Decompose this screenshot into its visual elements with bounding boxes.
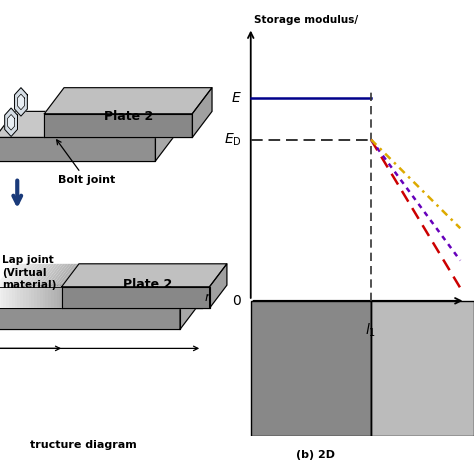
Polygon shape xyxy=(68,287,71,308)
Polygon shape xyxy=(3,287,6,308)
Text: Plate 2: Plate 2 xyxy=(103,109,153,123)
Polygon shape xyxy=(46,264,65,287)
Polygon shape xyxy=(18,94,25,110)
Text: $l_1$: $l_1$ xyxy=(365,322,376,339)
Text: Storage modulus/: Storage modulus/ xyxy=(254,15,358,25)
Polygon shape xyxy=(48,264,68,287)
Polygon shape xyxy=(155,111,175,161)
Polygon shape xyxy=(51,264,71,287)
Polygon shape xyxy=(76,287,79,308)
Polygon shape xyxy=(18,264,37,287)
Polygon shape xyxy=(54,264,74,287)
Polygon shape xyxy=(31,264,52,287)
Text: $E$: $E$ xyxy=(231,91,242,105)
Polygon shape xyxy=(5,108,18,137)
Polygon shape xyxy=(0,111,175,137)
Text: $0$: $0$ xyxy=(232,294,242,308)
Polygon shape xyxy=(0,264,21,287)
Polygon shape xyxy=(34,264,55,287)
Text: Lap joint
(Virtual
material): Lap joint (Virtual material) xyxy=(2,255,57,290)
Polygon shape xyxy=(3,264,24,287)
Polygon shape xyxy=(6,287,9,308)
Polygon shape xyxy=(0,137,155,161)
Polygon shape xyxy=(31,287,34,308)
Polygon shape xyxy=(180,285,197,329)
Polygon shape xyxy=(34,287,37,308)
Polygon shape xyxy=(56,287,59,308)
Polygon shape xyxy=(73,264,93,287)
Polygon shape xyxy=(40,264,60,287)
Polygon shape xyxy=(15,264,35,287)
Polygon shape xyxy=(0,264,18,287)
Polygon shape xyxy=(54,287,56,308)
Polygon shape xyxy=(12,264,32,287)
Polygon shape xyxy=(26,264,46,287)
Polygon shape xyxy=(28,287,31,308)
Polygon shape xyxy=(56,264,77,287)
Polygon shape xyxy=(15,88,27,116)
Polygon shape xyxy=(59,287,62,308)
Polygon shape xyxy=(37,264,57,287)
Polygon shape xyxy=(62,264,82,287)
Polygon shape xyxy=(46,287,48,308)
Polygon shape xyxy=(71,287,73,308)
Text: $r$: $r$ xyxy=(204,291,211,304)
Polygon shape xyxy=(43,287,46,308)
Polygon shape xyxy=(45,114,192,137)
Polygon shape xyxy=(62,264,227,287)
Polygon shape xyxy=(23,287,26,308)
Polygon shape xyxy=(45,88,212,114)
Polygon shape xyxy=(62,287,210,308)
Polygon shape xyxy=(9,287,12,308)
Polygon shape xyxy=(43,264,63,287)
Polygon shape xyxy=(0,308,180,329)
Polygon shape xyxy=(18,287,20,308)
Polygon shape xyxy=(15,287,18,308)
Polygon shape xyxy=(210,264,227,308)
Polygon shape xyxy=(48,287,51,308)
Polygon shape xyxy=(20,287,23,308)
Polygon shape xyxy=(62,287,65,308)
Polygon shape xyxy=(23,264,43,287)
Text: Plate 2: Plate 2 xyxy=(123,278,173,291)
Polygon shape xyxy=(40,287,43,308)
Text: Bolt joint: Bolt joint xyxy=(57,140,115,185)
Polygon shape xyxy=(0,285,197,308)
Polygon shape xyxy=(6,264,27,287)
Text: tructure diagram: tructure diagram xyxy=(29,440,137,450)
Polygon shape xyxy=(192,88,212,137)
Polygon shape xyxy=(8,114,15,130)
Bar xyxy=(371,301,474,436)
Polygon shape xyxy=(71,264,91,287)
Polygon shape xyxy=(0,264,15,287)
Polygon shape xyxy=(26,287,28,308)
Polygon shape xyxy=(20,264,40,287)
Polygon shape xyxy=(28,264,49,287)
Polygon shape xyxy=(37,287,40,308)
Polygon shape xyxy=(65,264,85,287)
Polygon shape xyxy=(59,264,80,287)
Text: (b) 2D: (b) 2D xyxy=(296,450,335,460)
Polygon shape xyxy=(9,264,29,287)
Polygon shape xyxy=(76,264,96,287)
Polygon shape xyxy=(12,287,15,308)
Polygon shape xyxy=(0,287,3,308)
Text: $E_\mathrm{D}$: $E_\mathrm{D}$ xyxy=(224,131,242,148)
Polygon shape xyxy=(51,287,54,308)
Polygon shape xyxy=(73,287,76,308)
Polygon shape xyxy=(68,264,88,287)
Polygon shape xyxy=(65,287,68,308)
Bar xyxy=(251,301,371,436)
